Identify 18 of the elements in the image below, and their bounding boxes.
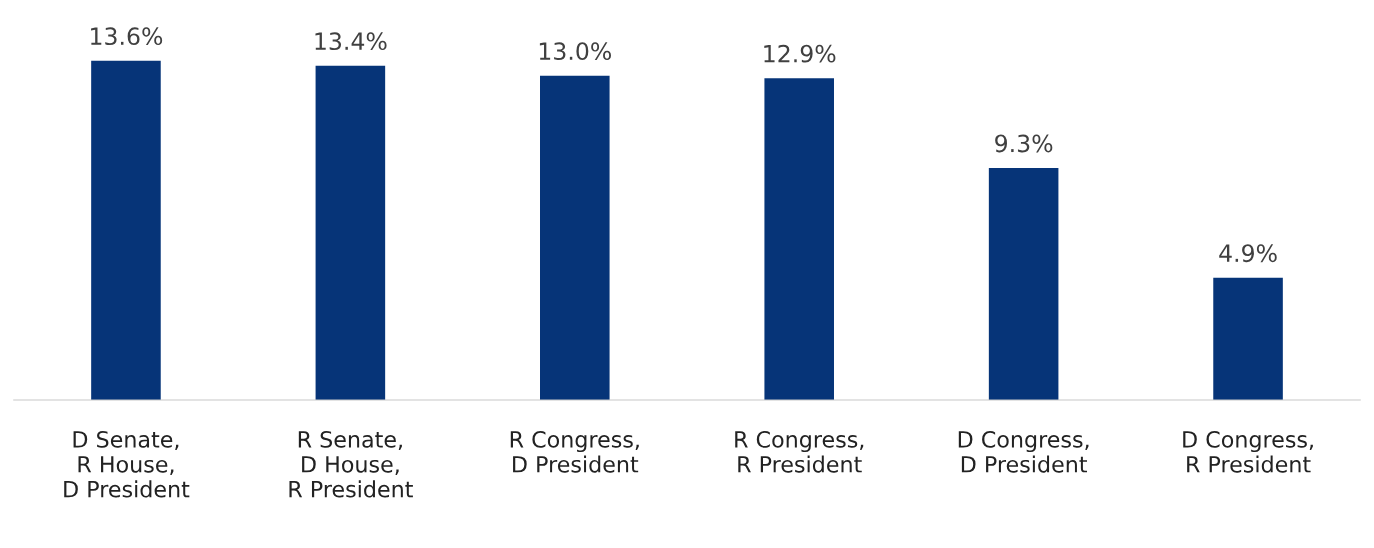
- x-tick-label: R Congress, D President: [510, 430, 639, 473]
- data-label: 4.9%: [1219, 244, 1277, 263]
- bar: [540, 75, 610, 401]
- data-label: 13.4%: [315, 32, 387, 51]
- bar: [764, 78, 834, 401]
- x-tick-label: R Congress, R President: [735, 430, 864, 473]
- x-tick-label: D Congress, D President: [958, 430, 1089, 473]
- bar: [1213, 277, 1283, 401]
- bar: [315, 65, 386, 401]
- data-label: 13.6%: [91, 27, 163, 46]
- data-label: 9.3%: [995, 134, 1053, 153]
- x-tick-label: D Congress, R President: [1183, 430, 1313, 473]
- x-tick-label: R Senate, D House, R President: [289, 430, 413, 498]
- data-label: 12.9%: [764, 44, 836, 63]
- bar: [988, 168, 1059, 401]
- x-tick-label: D Senate, R House, D President: [64, 430, 190, 498]
- data-label: 13.0%: [539, 42, 611, 61]
- bar: [91, 60, 161, 401]
